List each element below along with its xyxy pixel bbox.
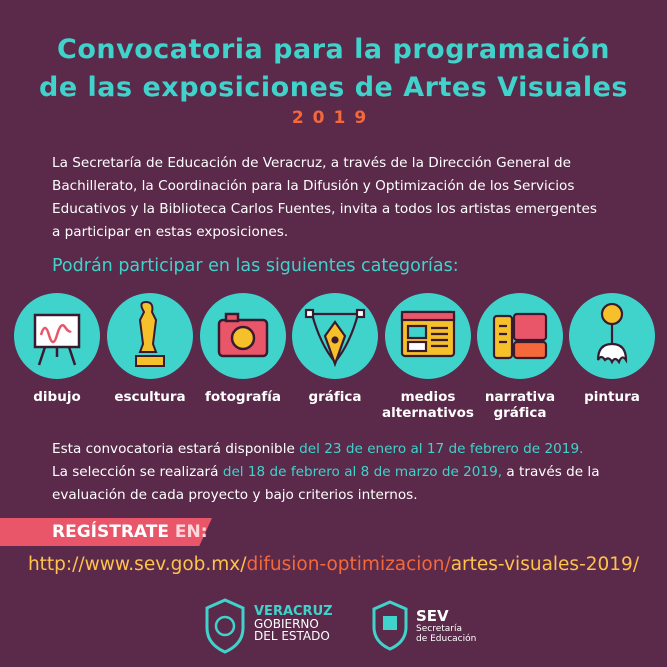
year: 2019 <box>291 108 376 128</box>
gobierno-emblem <box>205 598 245 654</box>
url[interactable]: http://www.sev.gob.mx/difusion-optimizac… <box>0 554 667 575</box>
category-label: dibujo <box>33 389 81 405</box>
url-part[interactable]: http://www.sev.gob.mx/ <box>27 554 247 575</box>
logo-line: Secretaría <box>416 624 462 634</box>
sev-emblem <box>372 600 408 651</box>
register-label: REGÍSTRATE EN: <box>52 520 208 544</box>
title: Convocatoria para la programación <box>57 34 610 65</box>
sev-logo-text: SEV Secretaría de Educación <box>416 608 476 644</box>
date-range: del 18 de febrero al 8 de marzo de 2019, <box>222 464 503 480</box>
icon-narrativa <box>492 312 548 360</box>
availability-line: La selección se realizará del 18 de febr… <box>52 461 600 484</box>
logo-line: de Educación <box>416 634 477 644</box>
availability-line: Esta convocatoria estará disponible del … <box>52 438 600 461</box>
category-label: escultura <box>114 389 186 405</box>
text: a través de la <box>506 464 600 480</box>
icon-pintura <box>596 302 628 365</box>
categories-heading: Podrán participar en las siguientes cate… <box>52 256 459 276</box>
intro-line: La Secretaría de Educación de Veracruz, … <box>52 155 571 171</box>
url-part[interactable]: artes-visuales-2019/ <box>450 554 640 575</box>
category-label: narrativa gráfica <box>484 389 556 421</box>
text: La selección se realizará <box>52 464 219 480</box>
availability: Esta convocatoria estará disponible del … <box>52 438 600 507</box>
text: Esta convocatoria estará disponible <box>52 441 295 457</box>
category-label: fotografía <box>205 389 281 405</box>
intro: La Secretaría de Educación de Veracruz, … <box>52 152 632 244</box>
category-label: pintura <box>584 389 640 405</box>
logo-line: VERACRUZ <box>254 604 333 619</box>
icon-grafica <box>304 308 366 368</box>
register-band <box>0 518 212 546</box>
icon-dibujo <box>33 313 81 366</box>
icon-escultura <box>135 300 165 367</box>
register-suffix: EN: <box>174 522 208 542</box>
date-range: del 23 de enero al 17 de febrero de 2019… <box>299 441 584 457</box>
gobierno-logo-text: VERACRUZ GOBIERNO DEL ESTADO <box>254 604 333 643</box>
category-label: gráfica <box>308 389 362 405</box>
logo-line: SEV <box>416 607 449 625</box>
availability-line: evaluación de cada proyecto y bajo crite… <box>52 487 418 503</box>
title: de las exposiciones de Artes Visuales <box>39 72 628 103</box>
logo-line: DEL ESTADO <box>254 629 330 643</box>
intro-line: Bachillerato, la Coordinación para la Di… <box>52 178 575 194</box>
category-label: medios alternativos <box>382 389 474 421</box>
logo-line: GOBIERNO <box>254 617 319 631</box>
intro-line: Educativos y la Biblioteca Carlos Fuente… <box>52 201 597 217</box>
register-text: REGÍSTRATE <box>52 522 169 542</box>
icon-fotografia <box>217 312 269 358</box>
url-part[interactable]: difusion-optimizacion/ <box>246 554 451 575</box>
intro-line: a participar en estas exposiciones. <box>52 224 289 240</box>
icon-medios <box>400 310 456 358</box>
category-icons <box>14 293 655 379</box>
